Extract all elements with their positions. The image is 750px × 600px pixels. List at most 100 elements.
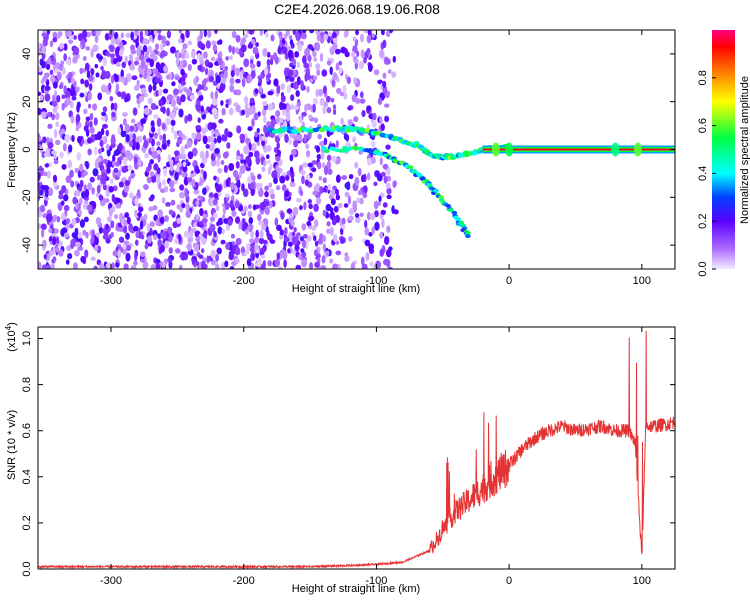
noise-mark <box>300 170 306 176</box>
noise-mark <box>270 193 275 200</box>
noise-mark <box>163 215 169 223</box>
noise-mark <box>366 105 372 112</box>
noise-mark <box>115 203 122 209</box>
noise-mark <box>174 248 181 254</box>
noise-mark <box>230 233 236 239</box>
noise-mark <box>142 45 148 53</box>
noise-mark <box>261 224 267 231</box>
noise-mark <box>331 79 336 88</box>
noise-mark <box>274 217 279 226</box>
noise-mark <box>109 53 115 58</box>
noise-mark <box>104 33 110 41</box>
noise-mark <box>223 164 228 173</box>
noise-mark <box>348 236 353 242</box>
signal-mark <box>411 168 418 173</box>
noise-mark <box>157 238 163 248</box>
noise-mark <box>133 60 140 66</box>
noise-mark <box>360 49 365 59</box>
noise-mark <box>52 174 58 183</box>
noise-mark <box>43 185 50 191</box>
noise-mark <box>128 53 134 60</box>
carrier-line <box>482 148 675 151</box>
noise-mark <box>377 79 383 85</box>
noise-mark <box>69 100 74 109</box>
noise-mark <box>343 203 349 208</box>
noise-mark <box>150 146 155 152</box>
noise-mark <box>225 56 229 61</box>
noise-mark <box>260 254 266 259</box>
noise-mark <box>239 71 243 80</box>
noise-mark <box>99 139 104 148</box>
noise-mark <box>64 134 70 143</box>
noise-mark <box>180 68 185 76</box>
noise-mark <box>387 69 392 74</box>
noise-mark <box>393 209 399 215</box>
noise-mark <box>319 52 324 62</box>
noise-mark <box>286 45 292 51</box>
noise-mark <box>314 240 319 247</box>
colorbar-tick-label: 0.6 <box>697 118 709 133</box>
noise-mark <box>161 261 166 269</box>
noise-mark <box>150 264 156 269</box>
noise-mark <box>151 150 158 159</box>
noise-mark <box>99 262 104 269</box>
noise-mark <box>155 89 159 97</box>
noise-mark <box>43 253 47 260</box>
noise-mark <box>73 190 78 197</box>
noise-mark <box>313 249 319 257</box>
noise-mark <box>82 68 87 73</box>
noise-mark <box>384 103 390 108</box>
noise-mark <box>213 230 217 237</box>
noise-mark <box>105 223 109 230</box>
noise-mark <box>314 261 320 268</box>
noise-mark <box>180 33 185 40</box>
colorbar-tick-label: 0.0 <box>697 261 709 276</box>
noise-mark <box>197 64 203 71</box>
noise-mark <box>140 87 147 95</box>
noise-mark <box>229 55 233 61</box>
noise-mark <box>301 175 305 185</box>
noise-mark <box>366 211 371 221</box>
noise-mark <box>284 133 289 143</box>
noise-mark <box>385 249 392 258</box>
noise-mark <box>191 178 196 188</box>
noise-mark <box>105 143 110 151</box>
noise-mark <box>160 42 164 51</box>
noise-mark <box>167 226 173 235</box>
noise-mark <box>231 210 237 217</box>
noise-mark <box>105 129 109 137</box>
noise-mark <box>371 119 377 128</box>
noise-mark <box>365 252 370 261</box>
noise-mark <box>142 38 149 45</box>
noise-mark <box>273 78 279 87</box>
noise-mark <box>154 43 160 51</box>
noise-mark <box>156 117 162 127</box>
snr-x-tick-label: 100 <box>633 575 651 587</box>
snr-scale-label: (x104) <box>4 322 18 352</box>
noise-mark <box>136 189 141 198</box>
noise-mark <box>121 177 127 183</box>
noise-mark <box>260 247 266 254</box>
noise-mark <box>216 247 222 255</box>
noise-mark <box>201 236 207 245</box>
noise-mark <box>137 212 142 218</box>
noise-mark <box>330 198 336 206</box>
noise-mark <box>178 108 184 118</box>
noise-mark <box>40 204 45 213</box>
noise-mark <box>96 131 102 141</box>
noise-mark <box>86 70 91 79</box>
noise-mark <box>296 76 301 86</box>
noise-mark <box>359 33 365 43</box>
noise-mark <box>128 192 134 199</box>
noise-mark <box>224 193 230 198</box>
noise-mark <box>80 255 87 263</box>
noise-mark <box>301 258 308 268</box>
noise-mark <box>228 97 232 106</box>
signal-mark <box>451 210 458 215</box>
noise-mark <box>55 139 61 146</box>
noise-mark <box>369 261 374 267</box>
noise-mark <box>286 208 293 214</box>
noise-mark <box>387 266 393 269</box>
noise-mark <box>148 196 154 202</box>
noise-mark <box>148 34 153 42</box>
